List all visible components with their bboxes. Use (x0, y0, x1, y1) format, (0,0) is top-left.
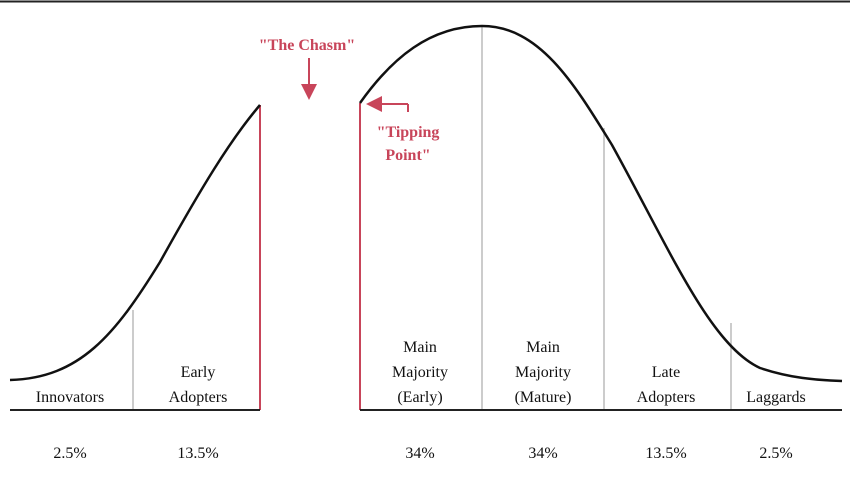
segment-label: Early (181, 364, 216, 381)
segment-label: Adopters (637, 389, 696, 406)
segment-label: Laggards (746, 389, 806, 406)
segment-label: (Mature) (515, 389, 572, 406)
adoption-curve (358, 24, 843, 383)
segment-label: Innovators (36, 389, 104, 406)
segment-share: 34% (528, 445, 557, 462)
segment-share: 2.5% (759, 445, 792, 462)
segment-share: 2.5% (53, 445, 86, 462)
segment-share: 34% (405, 445, 434, 462)
tipping-label: Point" (385, 147, 430, 164)
segment-label: Main (526, 339, 560, 356)
segment-label: (Early) (397, 389, 442, 406)
segment-label: Main (403, 339, 437, 356)
chasm-label: "The Chasm" (259, 37, 355, 54)
segment-label: Majority (515, 364, 571, 381)
segment-label: Majority (392, 364, 448, 381)
segment-label: Adopters (169, 389, 228, 406)
segment-label: Late (652, 364, 680, 381)
adoption-curve (9, 104, 261, 382)
tipping-label: "Tipping (377, 124, 440, 141)
segment-share: 13.5% (645, 445, 686, 462)
segment-share: 13.5% (177, 445, 218, 462)
